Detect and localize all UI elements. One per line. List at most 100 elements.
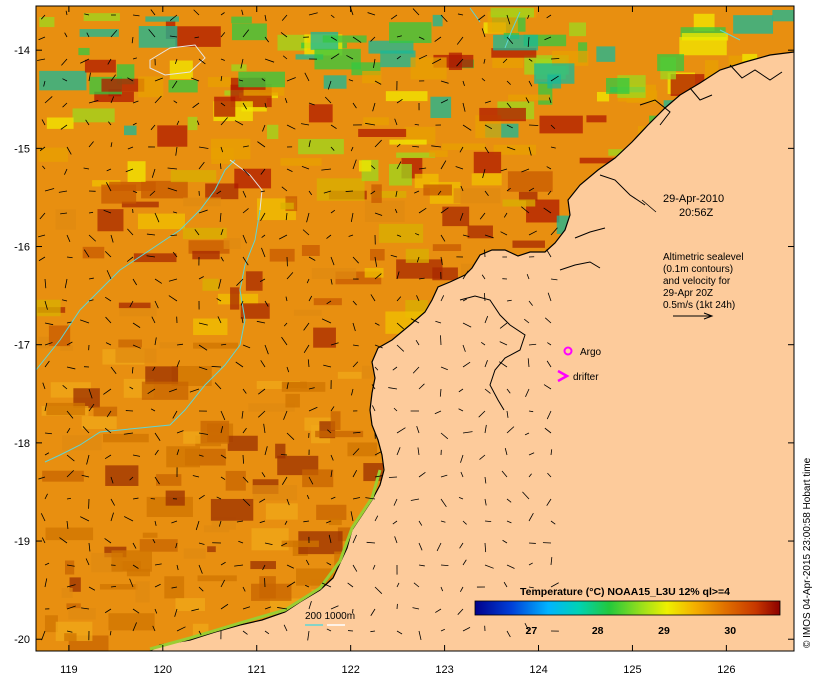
sst-cell	[432, 267, 458, 281]
velocity-arrow	[283, 624, 288, 632]
velocity-arrow	[308, 102, 315, 106]
sst-cell	[105, 465, 139, 486]
velocity-arrow	[326, 562, 332, 566]
x-tick-label: 124	[529, 664, 547, 676]
sst-cell	[405, 248, 429, 263]
velocity-arrow	[440, 295, 445, 302]
velocity-arrow	[242, 427, 247, 434]
velocity-arrow	[330, 278, 333, 285]
velocity-arrow	[308, 295, 313, 302]
sst-cell	[118, 339, 142, 348]
velocity-arrow	[307, 359, 310, 368]
sst-cell	[389, 139, 427, 145]
velocity-arrow	[393, 407, 398, 412]
velocity-arrow	[550, 449, 553, 456]
velocity-arrow	[388, 476, 398, 478]
sst-cell	[126, 568, 151, 577]
velocity-arrow	[528, 512, 534, 522]
velocity-arrow	[528, 452, 535, 456]
velocity-arrow	[242, 586, 246, 592]
velocity-arrow	[286, 366, 290, 373]
y-tick-label: -16	[14, 242, 30, 254]
velocity-arrow	[304, 72, 310, 82]
velocity-arrow	[195, 520, 200, 531]
velocity-arrow	[88, 234, 96, 242]
velocity-arrow	[418, 167, 427, 170]
velocity-arrow	[280, 32, 288, 38]
velocity-arrow	[60, 212, 68, 215]
velocity-arrow	[352, 36, 362, 43]
velocity-arrow	[416, 295, 420, 302]
sst-cell	[101, 78, 145, 92]
sst-cell	[473, 151, 502, 174]
velocity-arrow	[62, 102, 68, 108]
sst-cell	[275, 443, 286, 459]
velocity-arrow	[129, 578, 134, 588]
sst-cell	[248, 403, 295, 412]
sst-cell	[534, 63, 575, 84]
velocity-arrow	[308, 387, 315, 390]
velocity-arrow	[174, 608, 178, 617]
velocity-arrow	[350, 212, 354, 223]
velocity-arrow	[264, 630, 270, 635]
velocity-arrow	[506, 426, 515, 434]
velocity-arrow	[218, 278, 222, 289]
velocity-arrow	[308, 140, 311, 148]
velocity-arrow	[432, 58, 442, 65]
velocity-arrow	[506, 124, 513, 129]
velocity-arrow	[110, 74, 116, 82]
velocity-arrow	[506, 80, 511, 85]
sst-cell	[285, 393, 300, 408]
velocity-arrow	[154, 300, 159, 309]
velocity-arrow	[44, 452, 50, 456]
velocity-arrow	[240, 58, 244, 69]
velocity-arrow	[151, 316, 156, 324]
velocity-arrow	[462, 626, 471, 632]
velocity-arrow	[436, 542, 442, 552]
velocity-arrow	[327, 429, 332, 434]
sst-cell	[94, 91, 134, 103]
velocity-arrow	[521, 206, 530, 214]
velocity-arrow	[440, 335, 442, 346]
velocity-arrow	[284, 97, 288, 104]
velocity-arrow	[525, 388, 530, 397]
velocity-arrow	[418, 542, 423, 551]
velocity-arrow	[106, 410, 112, 418]
velocity-arrow	[527, 36, 530, 47]
velocity-arrow	[39, 212, 46, 220]
sst-cell	[430, 96, 452, 118]
velocity-arrow	[154, 337, 157, 346]
sst-cell	[693, 13, 715, 32]
sst-cell	[227, 435, 258, 451]
sst-cell	[169, 60, 193, 80]
sst-cell	[214, 96, 236, 117]
velocity-arrow	[506, 498, 512, 503]
sst-cell	[479, 107, 526, 122]
velocity-arrow	[171, 586, 178, 589]
velocity-arrow	[414, 124, 420, 126]
velocity-arrow	[396, 55, 402, 60]
velocity-arrow	[548, 97, 552, 104]
sst-cell	[596, 91, 610, 102]
velocity-arrow	[106, 168, 112, 172]
velocity-arrow	[307, 630, 310, 641]
velocity-arrow	[168, 388, 178, 393]
velocity-arrow	[330, 209, 336, 214]
velocity-arrow	[59, 537, 68, 544]
velocity-arrow	[330, 342, 339, 346]
velocity-arrow	[44, 493, 48, 500]
velocity-arrow	[371, 165, 376, 170]
sst-cell	[193, 318, 228, 336]
velocity-arrow	[374, 586, 383, 594]
velocity-arrow	[277, 607, 288, 610]
velocity-arrow	[396, 271, 400, 280]
credit-text: © IMOS 04-Apr-2015 23:00:58 Hobart time	[802, 457, 813, 648]
velocity-arrow	[103, 388, 112, 395]
velocity-arrow	[173, 100, 178, 104]
velocity-arrow	[264, 542, 273, 546]
sst-cell	[119, 304, 157, 317]
x-tick-label: 126	[717, 664, 735, 676]
sst-cell	[135, 581, 150, 603]
velocity-arrow	[241, 410, 244, 419]
velocity-arrow	[129, 476, 134, 481]
